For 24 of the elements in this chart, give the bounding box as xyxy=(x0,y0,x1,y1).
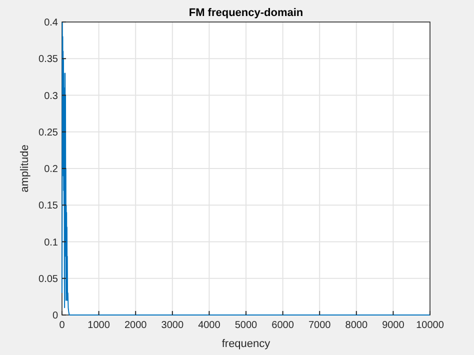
x-axis-title: frequency xyxy=(222,338,271,350)
x-tick-label: 4000 xyxy=(198,320,221,331)
x-tick-label: 2000 xyxy=(124,320,148,331)
y-tick-label: 0.2 xyxy=(44,164,58,175)
y-tick-label: 0.05 xyxy=(38,274,58,285)
y-tick-label: 0.35 xyxy=(38,54,58,66)
chart-title: FM frequency-domain xyxy=(188,7,304,19)
y-tick-label: 0.15 xyxy=(38,200,58,212)
x-tick-label: 5000 xyxy=(234,320,258,331)
x-tick-label: 6000 xyxy=(272,320,294,331)
y-tick-label: 0.4 xyxy=(44,18,58,28)
x-tick-label: 8000 xyxy=(345,320,368,331)
x-tick-label: 9000 xyxy=(382,320,405,331)
x-tick-label: 7000 xyxy=(308,320,332,331)
x-tick-label: 1000 xyxy=(88,320,110,331)
y-tick-label: 0 xyxy=(52,310,58,322)
x-tick-label: 0 xyxy=(59,320,66,331)
x-tick-label: 3000 xyxy=(161,320,184,331)
line-series xyxy=(62,22,430,316)
x-tick-label: 10000 xyxy=(416,320,444,331)
y-axis-title: amplitude xyxy=(19,144,31,192)
y-tick-label: 0.25 xyxy=(38,127,58,138)
y-tick-label: 0.3 xyxy=(44,90,58,102)
y-tick-label: 0.1 xyxy=(44,237,58,248)
